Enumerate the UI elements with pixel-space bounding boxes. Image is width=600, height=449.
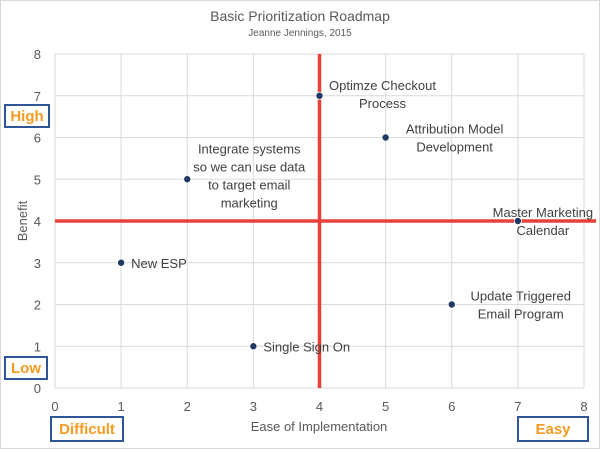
axis-ticks: 0 1 2 3 4 5 6 7 8 0 1 2 3 4 5 6 7 8 — [34, 47, 588, 414]
low-callout: Low — [4, 356, 48, 380]
point-label: New ESP — [131, 256, 187, 271]
chart-title: Basic Prioritization Roadmap — [210, 8, 390, 24]
point-marker — [117, 258, 126, 267]
y-tick-label: 3 — [34, 256, 41, 271]
high-callout: High — [4, 104, 50, 128]
difficult-callout: Difficult — [50, 416, 124, 442]
y-tick-label: 1 — [34, 339, 41, 354]
quadrant-lines — [55, 54, 596, 388]
x-tick-label: 2 — [184, 399, 191, 414]
data-point: Master Marketing Calendar — [493, 205, 593, 238]
point-label: Update Triggered Email Program — [471, 289, 571, 322]
point-label: Master Marketing Calendar — [493, 205, 593, 238]
data-point: Integrate systems so we can use data to ta… — [183, 141, 306, 210]
point-label: Optimze Checkout Process — [329, 78, 436, 111]
point-marker — [315, 91, 324, 100]
data-point: Single Sign On — [249, 339, 350, 354]
point-marker — [447, 300, 456, 309]
data-point: Optimze Checkout Process — [315, 78, 436, 111]
x-tick-label: 8 — [580, 399, 587, 414]
point-marker — [249, 342, 258, 351]
data-point: New ESP — [117, 256, 187, 271]
y-tick-label: 2 — [34, 298, 41, 313]
x-tick-label: 4 — [316, 399, 323, 414]
x-tick-label: 0 — [51, 399, 58, 414]
point-label: Single Sign On — [263, 339, 350, 354]
y-tick-label: 7 — [34, 89, 41, 104]
x-tick-label: 3 — [250, 399, 257, 414]
x-tick-label: 6 — [448, 399, 455, 414]
data-point: Attribution Model Development — [381, 122, 504, 155]
x-axis-title: Ease of Implementation — [251, 419, 388, 434]
y-tick-label: 5 — [34, 172, 41, 187]
y-tick-label: 4 — [34, 214, 41, 229]
x-tick-label: 1 — [118, 399, 125, 414]
chart-subtitle: Jeanne Jennings, 2015 — [248, 28, 352, 39]
y-tick-label: 0 — [34, 381, 41, 396]
data-points: New ESP Integrate systems so we can use da… — [117, 78, 593, 354]
y-tick-label: 6 — [34, 131, 41, 146]
x-tick-label: 5 — [382, 399, 389, 414]
x-tick-label: 7 — [514, 399, 521, 414]
data-point: Update Triggered Email Program — [447, 289, 571, 322]
point-label: Attribution Model Development — [406, 122, 504, 155]
y-tick-label: 8 — [34, 47, 41, 62]
point-marker — [381, 133, 390, 142]
point-label: Integrate systems so we can use data to ta… — [193, 141, 306, 210]
point-marker — [513, 216, 522, 225]
y-axis-title: Benefit — [15, 200, 30, 241]
easy-callout: Easy — [517, 416, 589, 442]
point-marker — [183, 175, 192, 184]
